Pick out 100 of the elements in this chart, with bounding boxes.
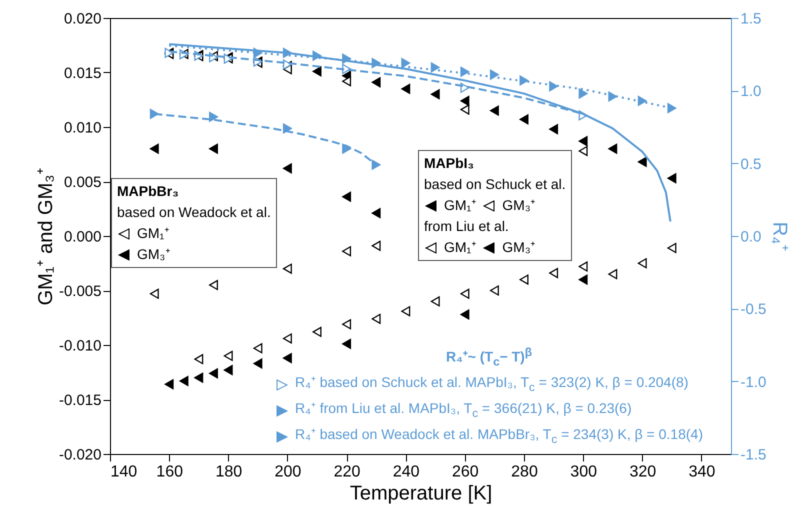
point bbox=[209, 368, 218, 378]
point bbox=[490, 70, 499, 80]
point bbox=[342, 246, 352, 256]
y-tick-label: -0.005 bbox=[58, 283, 102, 300]
point bbox=[209, 280, 218, 290]
annotation: based on Schuck et al. bbox=[424, 175, 566, 194]
point bbox=[460, 288, 470, 299]
point bbox=[179, 376, 188, 386]
point bbox=[401, 58, 410, 68]
point bbox=[253, 358, 262, 369]
point bbox=[549, 268, 558, 278]
point bbox=[578, 136, 588, 146]
y2-tick-label: -1.0 bbox=[740, 374, 766, 391]
point bbox=[520, 274, 528, 285]
y-axis-title: GM₁⁺ and GM₃⁺ bbox=[34, 168, 57, 306]
annotation: R₄⁺~ (T$_{c}$− T)$^{β}$ bbox=[446, 345, 532, 370]
y-tick-label: -0.015 bbox=[58, 392, 102, 409]
point bbox=[520, 114, 528, 124]
y2-tick-label: -0.5 bbox=[740, 301, 766, 318]
y-tick-label: 0.020 bbox=[64, 10, 102, 28]
point bbox=[224, 350, 233, 361]
point bbox=[372, 240, 381, 251]
x-tick-label: 180 bbox=[215, 464, 242, 480]
point bbox=[224, 365, 233, 376]
x-tick-label: 240 bbox=[392, 464, 420, 480]
point bbox=[638, 156, 647, 167]
point bbox=[372, 208, 381, 218]
y2-tick-label: 1.5 bbox=[740, 10, 762, 28]
y2-tick-label: 0.0 bbox=[740, 228, 762, 246]
y-tick-label: -0.010 bbox=[58, 338, 102, 354]
x-tick-label: 260 bbox=[452, 464, 479, 480]
legend-label: GM₁⁺ bbox=[444, 238, 476, 257]
legend-label: GM₃⁺ bbox=[137, 245, 170, 264]
x-tick-label: 300 bbox=[570, 464, 598, 480]
point bbox=[372, 314, 381, 324]
point bbox=[150, 144, 159, 154]
point bbox=[401, 306, 410, 316]
y-tick-label: 0.015 bbox=[64, 65, 102, 82]
legend-label: R₄⁺ based on Weadock et al. MAPbBr₃, T$_{c}$ = 234(3) K, β = 0.18(4) bbox=[295, 425, 703, 448]
y2-tick-label: 1.0 bbox=[740, 83, 762, 100]
x-tick-label: 340 bbox=[688, 464, 716, 480]
point bbox=[282, 353, 292, 364]
point bbox=[608, 144, 618, 154]
point bbox=[490, 106, 499, 116]
legend-label: GM₁⁺ bbox=[444, 196, 476, 215]
point bbox=[608, 91, 618, 102]
x-tick-label: 280 bbox=[511, 464, 538, 480]
point bbox=[401, 84, 410, 94]
y-tick-label: 0.000 bbox=[64, 228, 102, 246]
point bbox=[150, 288, 159, 299]
point bbox=[282, 264, 292, 274]
point bbox=[194, 354, 204, 364]
point bbox=[460, 309, 470, 320]
point bbox=[608, 269, 618, 280]
point bbox=[667, 242, 676, 254]
point bbox=[372, 77, 381, 88]
point bbox=[282, 333, 292, 344]
point bbox=[667, 103, 676, 114]
legend-label: R₄⁺ based on Schuck et al. MAPbI₃, T$_{c}$ = 323(2) K, β = 0.204(8) bbox=[295, 373, 688, 396]
y2-tick-label: -1.5 bbox=[740, 446, 766, 464]
point bbox=[372, 160, 381, 170]
point bbox=[164, 379, 174, 390]
point bbox=[578, 146, 588, 156]
point bbox=[209, 144, 218, 154]
point bbox=[209, 112, 218, 122]
point bbox=[282, 123, 292, 134]
point bbox=[460, 66, 470, 77]
x-tick-label: 140 bbox=[110, 464, 138, 480]
point bbox=[638, 96, 647, 106]
point bbox=[490, 285, 499, 296]
point bbox=[667, 173, 676, 184]
point bbox=[549, 81, 558, 92]
legend-label: GM₃⁺ bbox=[502, 196, 536, 215]
y2-axis-title: R₄⁺ bbox=[768, 222, 790, 252]
point bbox=[578, 261, 588, 272]
annotation: based on Weadock et al. bbox=[117, 203, 271, 222]
point bbox=[253, 343, 262, 354]
point bbox=[342, 192, 352, 202]
point bbox=[520, 75, 528, 86]
point bbox=[430, 62, 440, 72]
point bbox=[430, 296, 440, 306]
point bbox=[430, 89, 440, 100]
point bbox=[460, 96, 470, 106]
annotation: from Liu et al. bbox=[424, 217, 509, 236]
point bbox=[342, 76, 352, 86]
annotation: MAPbBr₃ bbox=[117, 182, 179, 201]
point bbox=[342, 338, 352, 349]
x-tick-label: 220 bbox=[334, 464, 361, 480]
point bbox=[312, 66, 322, 76]
x-tick-label: 320 bbox=[629, 464, 656, 480]
point bbox=[578, 274, 588, 285]
point bbox=[460, 104, 470, 115]
point bbox=[194, 372, 204, 383]
y-tick-label: 0.010 bbox=[64, 120, 102, 136]
point bbox=[638, 258, 647, 268]
legend-label: GM₃⁺ bbox=[502, 238, 536, 257]
x-tick-label: 160 bbox=[156, 464, 184, 480]
legend-label: GM₁⁺ bbox=[137, 224, 170, 243]
legend-label: R₄⁺ from Liu et al. MAPbI₃, T$_{c}$ = 366(21) K, β = 0.23(6) bbox=[295, 399, 632, 422]
x-tick-label: 200 bbox=[274, 464, 302, 480]
